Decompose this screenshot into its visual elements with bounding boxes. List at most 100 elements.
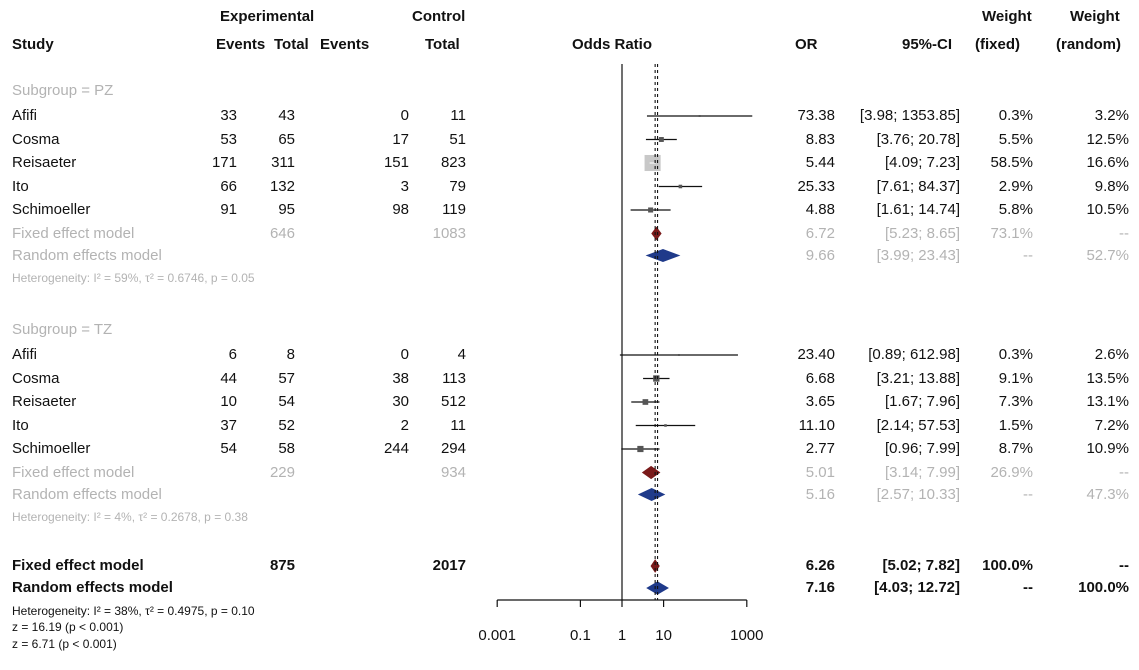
header-odds-ratio: Odds Ratio [572, 36, 653, 53]
or-value: 5.01 [805, 463, 835, 481]
exp-events: 171 [211, 154, 237, 171]
or-value: 23.40 [797, 346, 835, 363]
study-square [678, 184, 683, 189]
weight-random: 13.5% [1086, 369, 1129, 387]
study-name: Reisaeter [12, 393, 77, 410]
or-value: 3.65 [805, 393, 835, 410]
study-square [637, 445, 644, 453]
header-weight-fixed-top: Weight [982, 8, 1032, 25]
z-test-text: z = 6.71 (p < 0.001) [12, 637, 117, 651]
study-square [664, 424, 667, 427]
weight-random: -- [1119, 224, 1129, 242]
ctl-total: 1083 [432, 224, 466, 242]
study-name: Cosma [12, 369, 60, 387]
weight-random: 16.6% [1086, 154, 1129, 171]
weight-random: 100.0% [1078, 579, 1129, 596]
weight-random: 9.8% [1094, 177, 1129, 195]
exp-total: 311 [271, 154, 295, 171]
exp-total: 8 [286, 346, 295, 363]
ci-value: [5.23; 8.65] [884, 224, 960, 242]
or-value: 8.83 [805, 130, 835, 148]
study-square [658, 137, 664, 142]
ctl-total: 11 [450, 416, 466, 434]
exp-events: 66 [220, 177, 237, 195]
study-name: Ito [12, 416, 29, 434]
ci-value: [3.76; 20.78] [876, 130, 960, 148]
ci-value: [0.89; 612.98] [868, 346, 960, 363]
ctl-total: 51 [449, 130, 466, 148]
ctl-total: 119 [442, 201, 466, 218]
exp-events: 44 [220, 369, 237, 387]
random-effects-label: Random effects model [12, 246, 162, 264]
x-tick-label: 10 [655, 627, 672, 644]
weight-fixed: 5.8% [998, 201, 1033, 218]
exp-total: 52 [278, 416, 295, 434]
ci-value: [5.02; 7.82] [882, 557, 960, 574]
study-name: Afifi [12, 346, 38, 363]
random-effects-label: Random effects model [12, 579, 173, 596]
ctl-total: 11 [450, 107, 466, 124]
heterogeneity-text: Heterogeneity: I² = 38%, τ² = 0.4975, p … [12, 604, 255, 618]
weight-fixed: -- [1023, 485, 1033, 503]
exp-events: 91 [220, 201, 237, 218]
weight-fixed: 5.5% [998, 130, 1033, 148]
ctl-events: 3 [400, 177, 409, 195]
or-value: 2.77 [805, 440, 835, 457]
weight-fixed: 73.1% [990, 224, 1033, 242]
ctl-events: 2 [400, 416, 409, 434]
header-weight-fixed: (fixed) [975, 36, 1020, 53]
z-test-text: z = 16.19 (p < 0.001) [12, 620, 124, 634]
fixed-diamond [641, 465, 661, 480]
ctl-events: 151 [383, 154, 409, 171]
exp-total: 646 [269, 224, 295, 242]
ci-value: [2.14; 57.53] [876, 416, 960, 434]
subgroup-label: Subgroup = TZ [12, 321, 113, 338]
weight-fixed: 58.5% [990, 154, 1033, 171]
study-square [653, 375, 660, 382]
study-square [642, 399, 649, 405]
or-value: 25.33 [797, 177, 835, 195]
weight-random: 10.5% [1086, 201, 1129, 218]
ctl-events: 38 [392, 369, 409, 387]
header-ctl-events: Events [320, 36, 370, 53]
ci-value: [3.98; 1353.85] [859, 107, 960, 124]
study-name: Schimoeller [12, 440, 91, 457]
exp-total: 875 [269, 557, 295, 574]
ctl-total: 79 [449, 177, 466, 195]
or-value: 6.26 [805, 557, 835, 574]
heterogeneity-text: Heterogeneity: I² = 4%, τ² = 0.2678, p =… [12, 509, 248, 524]
x-tick-label: 0.1 [570, 627, 591, 644]
ci-value: [2.57; 10.33] [876, 485, 960, 503]
fixed-effect-label: Fixed effect model [12, 463, 135, 481]
weight-random: 10.9% [1086, 440, 1129, 457]
weight-fixed: 9.1% [998, 369, 1033, 387]
exp-events: 33 [220, 107, 237, 124]
header-weight-random-top: Weight [1070, 8, 1120, 25]
weight-fixed: 26.9% [990, 463, 1033, 481]
ci-value: [1.61; 14.74] [876, 201, 960, 218]
exp-events: 37 [220, 416, 237, 434]
x-tick-label: 0.001 [478, 627, 516, 644]
exp-events: 6 [228, 346, 237, 363]
header-ci: 95%-CI [902, 36, 953, 53]
random-diamond [637, 487, 666, 502]
or-value: 73.38 [797, 107, 835, 124]
header-ctl-total: Total [425, 36, 460, 53]
header-exp-events: Events [216, 36, 266, 53]
fixed-diamond [651, 226, 662, 241]
ctl-total: 4 [457, 346, 466, 363]
exp-total: 132 [269, 177, 295, 195]
exp-events: 10 [220, 393, 237, 410]
header-experimental: Experimental [220, 8, 315, 25]
weight-fixed: -- [1023, 246, 1033, 264]
header-study: Study [12, 36, 54, 53]
x-tick-label: 1 [618, 627, 626, 644]
ci-value: [3.14; 7.99] [884, 463, 960, 481]
weight-fixed: 7.3% [998, 393, 1033, 410]
header-or: OR [795, 36, 818, 53]
x-tick-label: 1000 [730, 627, 763, 644]
weight-random: -- [1119, 463, 1129, 481]
fixed-effect-label: Fixed effect model [12, 224, 135, 242]
study-name: Cosma [12, 130, 60, 148]
